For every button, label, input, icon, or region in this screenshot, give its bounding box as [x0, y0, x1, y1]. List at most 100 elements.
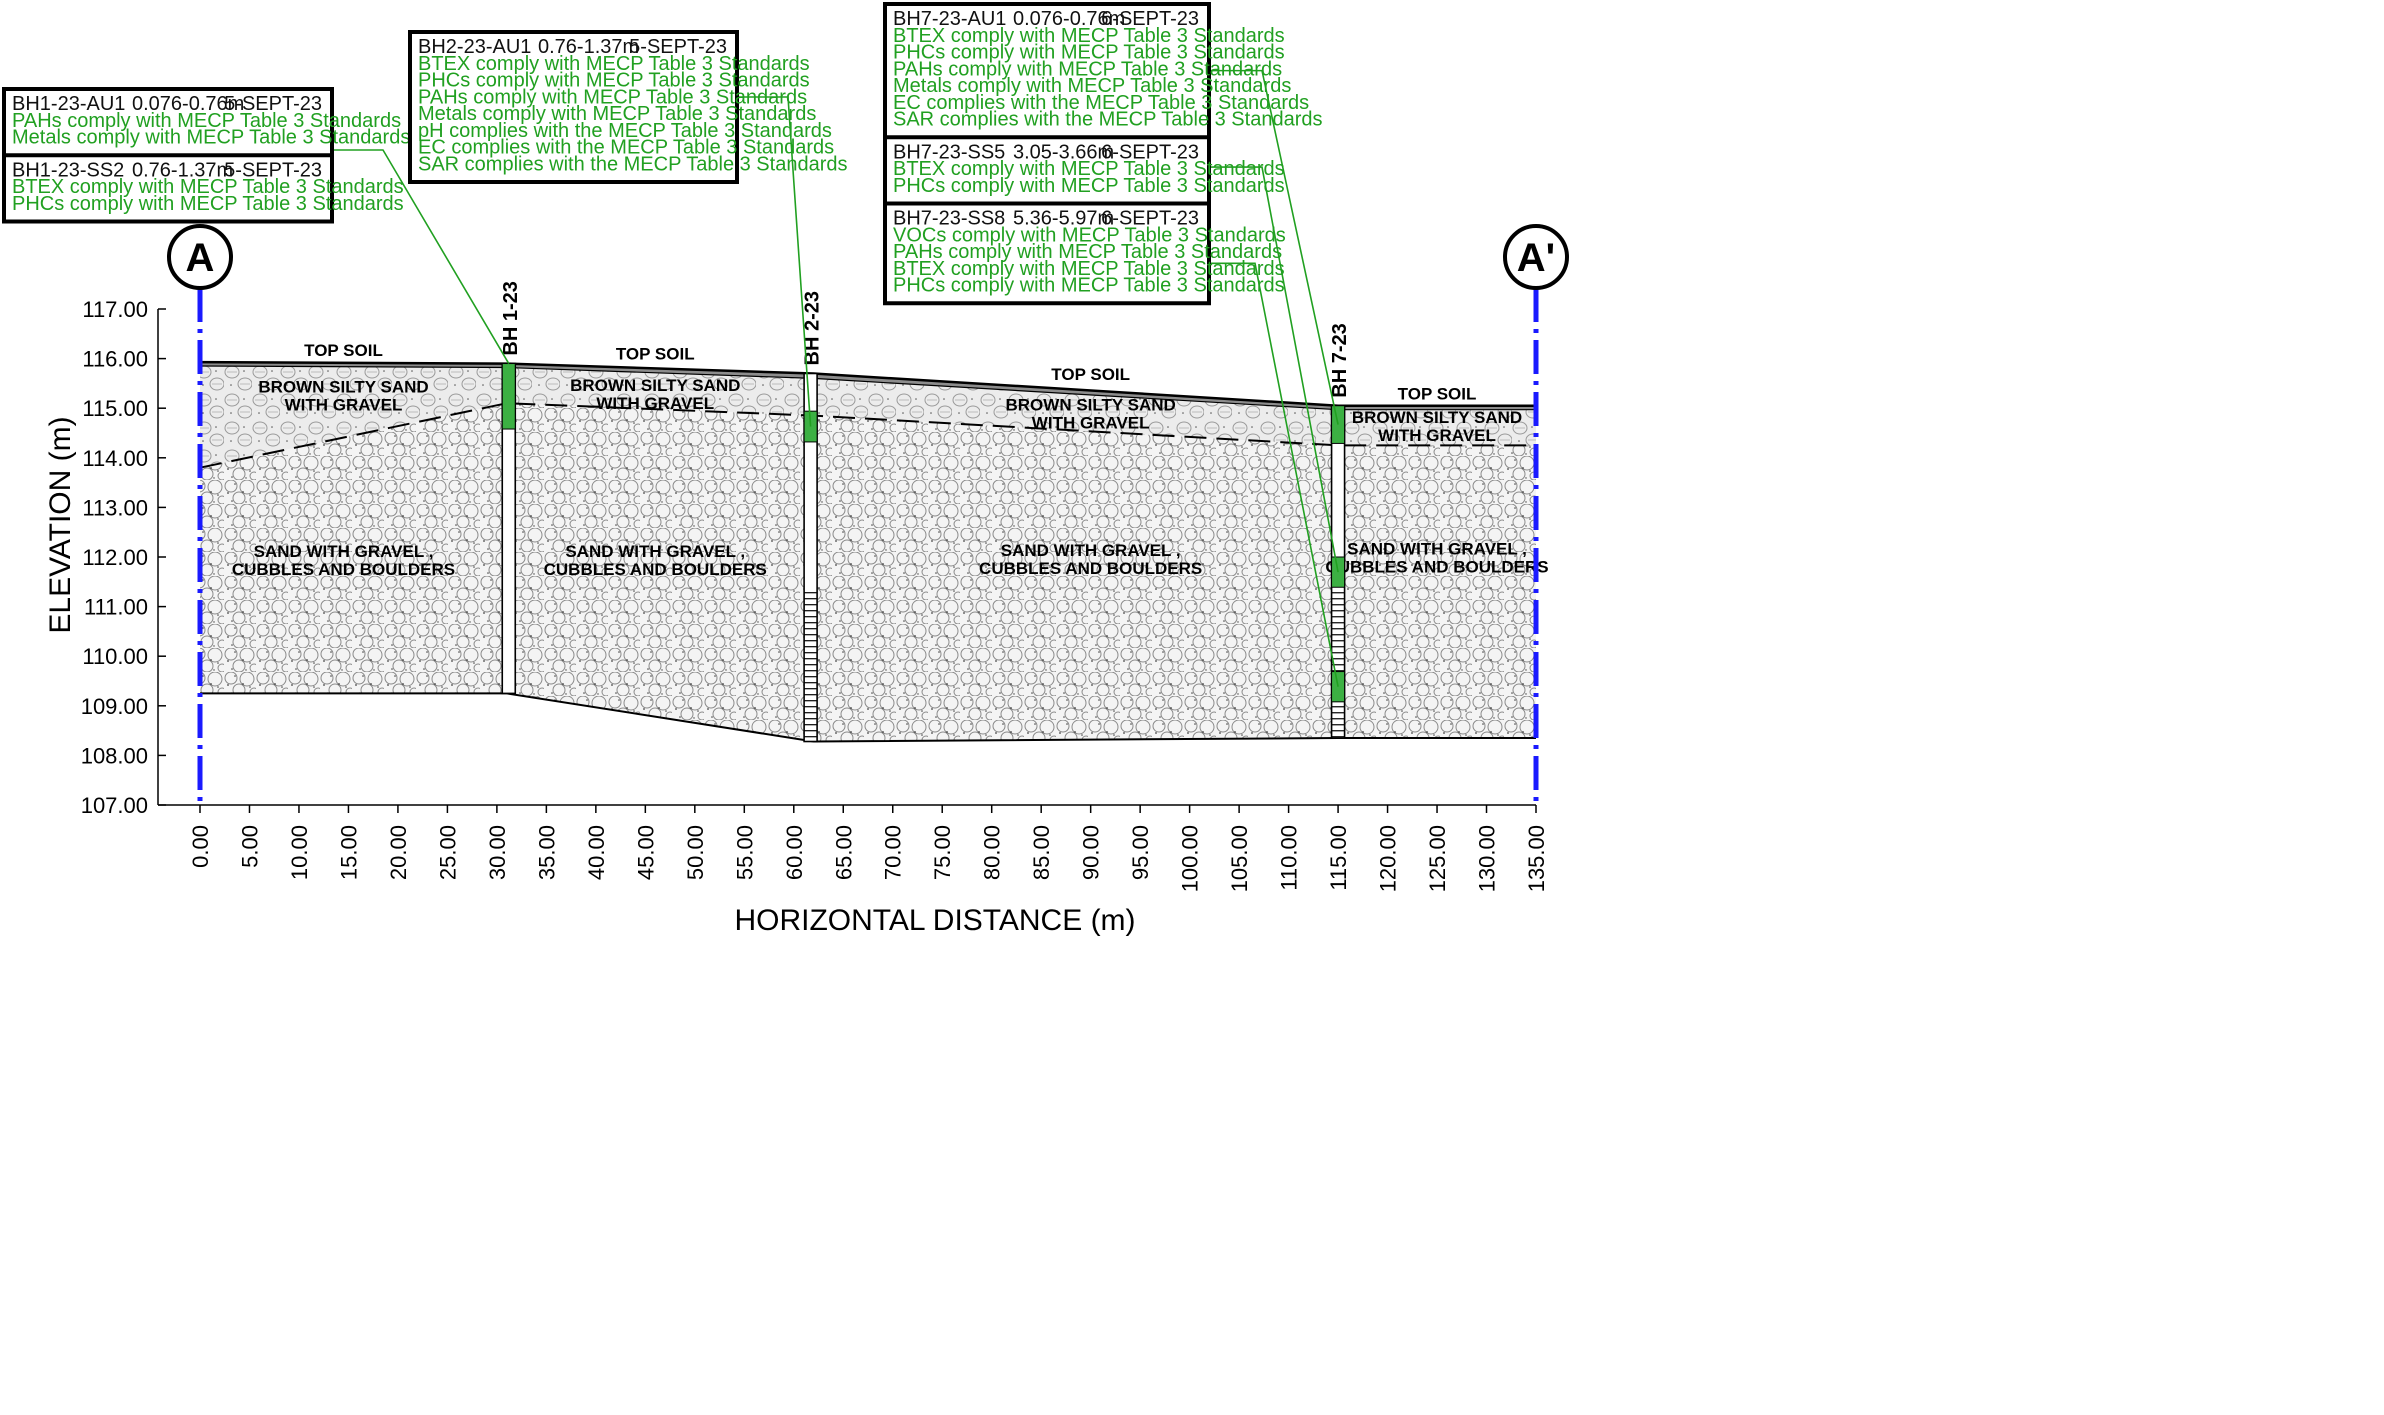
- sample-result-line: BTEX comply with MECP Table 3 Standards: [893, 258, 1285, 280]
- layer-label: SAND WITH GRAVEL , CUBBLES AND BOULDERS: [1325, 540, 1548, 577]
- sample-depth: 5.36-5.97m: [1013, 208, 1114, 230]
- layer-label: TOP SOIL: [304, 341, 383, 360]
- sample-date: 6-SEPT-23: [1101, 208, 1199, 230]
- y-tick-label: 114.00: [82, 446, 148, 471]
- x-tick-label: 10.00: [287, 825, 312, 880]
- y-tick-label: 116.00: [82, 347, 148, 372]
- borehole-label: BH 1-23: [500, 281, 522, 355]
- sample-box-frame: [883, 2, 1211, 306]
- leader-bh7-ss8: [1209, 262, 1339, 687]
- section-marker-letter: A': [1517, 236, 1555, 280]
- y-tick-label: 111.00: [84, 595, 148, 620]
- sample-id: BH7-23-AU1: [893, 8, 1006, 30]
- section-marker-letter: A: [186, 236, 215, 280]
- layer-sand-gravel-cobbles: [200, 403, 1536, 742]
- y-tick-label: 108.00: [81, 743, 148, 768]
- sample-date: 6-SEPT-23: [1101, 8, 1199, 30]
- leader-lines: [332, 69, 1339, 687]
- sample-result-line: PAHs comply with MECP Table 3 Standards: [893, 58, 1282, 80]
- leader-bh7-ss5: [1209, 166, 1339, 573]
- sample-result-line: Metals comply with MECP Table 3 Standard…: [12, 127, 410, 149]
- layer-label: SAND WITH GRAVEL , CUBBLES AND BOULDERS: [979, 541, 1202, 578]
- x-tick-label: 60.00: [782, 825, 807, 880]
- sample-result-line: SAR complies with the MECP Table 3 Stand…: [893, 109, 1322, 131]
- layer-label: BROWN SILTY SAND WITH GRAVEL: [258, 377, 428, 414]
- sample-date: 6-SEPT-23: [1101, 141, 1199, 163]
- sample-date: 5-SEPT-23: [224, 93, 322, 115]
- layer-label: BROWN SILTY SAND WITH GRAVEL: [1352, 408, 1522, 445]
- x-tick-label: 95.00: [1128, 825, 1153, 880]
- sample-result-line: PAHs comply with MECP Table 3 Standards: [418, 86, 807, 108]
- layer-label: BROWN SILTY SAND WITH GRAVEL: [1006, 396, 1176, 433]
- sample-result-line: SAR complies with the MECP Table 3 Stand…: [418, 153, 847, 175]
- x-tick-label: 40.00: [584, 825, 609, 880]
- sample-id: BH2-23-AU1: [418, 36, 531, 58]
- sample-depth: 0.076-0.76m: [1013, 8, 1125, 30]
- sample-depth: 0.076-0.76m: [132, 93, 244, 115]
- layer-label: SAND WITH GRAVEL , CUBBLES AND BOULDERS: [544, 542, 767, 579]
- sample-result-line: PHCs comply with MECP Table 3 Standards: [12, 193, 404, 215]
- layer-label: TOP SOIL: [616, 345, 695, 364]
- sample-id: BH1-23-SS2: [12, 159, 124, 181]
- y-tick-label: 109.00: [81, 694, 148, 719]
- layer-label: TOP SOIL: [1051, 365, 1130, 384]
- x-tick-label: 25.00: [435, 825, 460, 880]
- x-tick-label: 100.00: [1178, 825, 1203, 892]
- y-tick-label: 107.00: [81, 793, 148, 818]
- x-tick-label: 45.00: [633, 825, 658, 880]
- x-tick-label: 20.00: [386, 825, 411, 880]
- sample-result-line: BTEX comply with MECP Table 3 Standards: [893, 158, 1285, 180]
- y-tick-label: 112.00: [82, 545, 148, 570]
- section-marker-circle: [167, 224, 233, 290]
- sample-depth: 0.76-1.37m: [538, 36, 639, 58]
- x-tick-label: 65.00: [831, 825, 856, 880]
- leader-bh1: [332, 149, 510, 364]
- x-tick-label: 115.00: [1326, 825, 1351, 891]
- y-tick-label: 117.00: [82, 297, 148, 322]
- sample-result-line: BTEX comply with MECP Table 3 Standards: [893, 25, 1285, 47]
- sample-result-line: PHCs comply with MECP Table 3 Standards: [893, 275, 1285, 297]
- x-tick-label: 90.00: [1079, 825, 1104, 880]
- layer-label: SAND WITH GRAVEL , CUBBLES AND BOULDERS: [232, 542, 455, 579]
- borehole-bh-2-23: BH 2-23: [802, 291, 824, 743]
- sample-result-line: PHCs comply with MECP Table 3 Standards: [893, 175, 1285, 197]
- sample-result-line: PAHs comply with MECP Table 3 Standards: [12, 110, 401, 132]
- x-tick-label: 135.00: [1524, 825, 1549, 892]
- sample-id: BH7-23-SS8: [893, 208, 1005, 230]
- x-tick-label: 0.00: [188, 825, 213, 868]
- borehole-bh-1-23: BH 1-23: [500, 281, 522, 695]
- layer-label: BROWN SILTY SAND WITH GRAVEL: [570, 376, 740, 413]
- y-tick-label: 115.00: [82, 396, 148, 421]
- soil-layers: TOP SOIL BROWN SILTY SAND WITH GRAVEL SAND …: [199, 341, 1549, 743]
- sample-depth: 0.76-1.37m: [132, 159, 233, 181]
- x-tick-label: 50.00: [683, 825, 708, 880]
- x-tick-label: 55.00: [732, 825, 757, 880]
- sample-result-line: PHCs comply with MECP Table 3 Standards: [893, 42, 1285, 64]
- sample-result-line: PAHs comply with MECP Table 3 Standards: [893, 241, 1282, 263]
- y-tick-label: 113.00: [82, 495, 148, 520]
- sample-result-line: BTEX comply with MECP Table 3 Standards: [418, 53, 810, 75]
- x-tick-label: 30.00: [485, 825, 510, 880]
- y-tick-label: 110.00: [82, 644, 148, 669]
- leader-bh7-au1: [1209, 69, 1339, 425]
- sample-id: BH1-23-AU1: [12, 93, 125, 115]
- x-tick-label: 130.00: [1475, 825, 1500, 892]
- sample-result-line: Metals comply with MECP Table 3 Standard…: [418, 103, 816, 125]
- sample-result-line: EC complies with the MECP Table 3 Standa…: [418, 137, 834, 159]
- x-tick-label: 125.00: [1425, 825, 1450, 892]
- sample-date: 5-SEPT-23: [629, 36, 727, 58]
- x-tick-label: 70.00: [881, 825, 906, 880]
- axes: 107.00 108.00 109.00 110.00 111.00 112.00 113.…: [44, 297, 1549, 937]
- sample-result-line: pH complies with the MECP Table 3 Standa…: [418, 120, 832, 142]
- x-tick-label: 110.00: [1277, 825, 1302, 891]
- layer-brown-silty-sand: [200, 366, 1536, 468]
- x-tick-label: 80.00: [980, 825, 1005, 880]
- section-marker-start: A: [167, 224, 233, 805]
- x-tick-label: 120.00: [1376, 825, 1401, 892]
